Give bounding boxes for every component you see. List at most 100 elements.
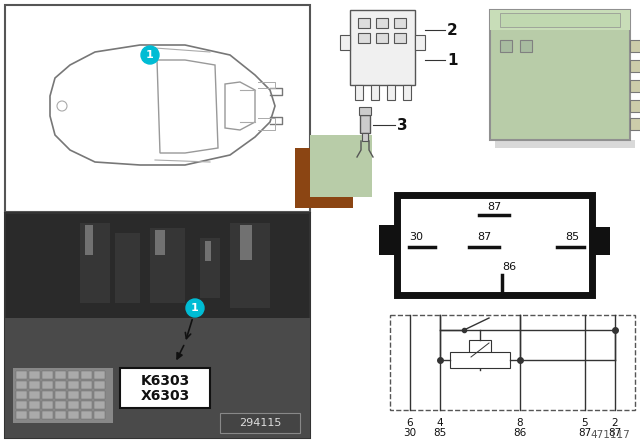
- Text: 294115: 294115: [239, 418, 281, 428]
- Bar: [394, 18, 406, 28]
- Polygon shape: [50, 45, 275, 165]
- Bar: [230, 223, 270, 308]
- Bar: [16, 411, 27, 419]
- Bar: [520, 40, 532, 52]
- Bar: [29, 411, 40, 419]
- Bar: [387, 85, 395, 100]
- Bar: [13, 368, 113, 423]
- Bar: [94, 371, 105, 379]
- Bar: [379, 225, 397, 255]
- Text: 87: 87: [477, 232, 491, 242]
- Bar: [42, 381, 53, 389]
- Bar: [340, 35, 350, 50]
- Bar: [16, 391, 27, 399]
- Bar: [397, 195, 592, 295]
- Text: 2: 2: [612, 418, 618, 428]
- Bar: [29, 371, 40, 379]
- Bar: [358, 33, 370, 43]
- Text: 3: 3: [397, 117, 408, 133]
- Bar: [16, 401, 27, 409]
- Bar: [155, 230, 165, 255]
- Bar: [81, 371, 92, 379]
- Bar: [81, 381, 92, 389]
- Bar: [42, 401, 53, 409]
- Bar: [355, 85, 363, 100]
- Bar: [68, 401, 79, 409]
- Bar: [490, 10, 630, 140]
- Bar: [469, 340, 491, 360]
- Bar: [350, 10, 415, 85]
- Bar: [359, 107, 371, 115]
- Bar: [240, 225, 252, 260]
- Bar: [500, 40, 512, 52]
- Bar: [42, 411, 53, 419]
- Bar: [81, 401, 92, 409]
- Bar: [94, 401, 105, 409]
- Bar: [68, 391, 79, 399]
- Bar: [42, 371, 53, 379]
- Bar: [5, 5, 310, 212]
- Text: 6: 6: [406, 418, 413, 428]
- Bar: [80, 223, 110, 303]
- Bar: [376, 33, 388, 43]
- Bar: [94, 391, 105, 399]
- Bar: [376, 18, 388, 28]
- Polygon shape: [225, 82, 255, 130]
- Text: 1: 1: [146, 50, 154, 60]
- Bar: [358, 18, 370, 28]
- Bar: [592, 227, 610, 255]
- Bar: [115, 233, 140, 303]
- Bar: [55, 371, 66, 379]
- Text: 4: 4: [436, 418, 444, 428]
- Text: 86: 86: [513, 428, 527, 438]
- Bar: [81, 411, 92, 419]
- Bar: [16, 381, 27, 389]
- Bar: [5, 318, 310, 438]
- Bar: [490, 10, 630, 30]
- Bar: [362, 133, 368, 141]
- Bar: [42, 391, 53, 399]
- Bar: [500, 13, 620, 27]
- Bar: [29, 381, 40, 389]
- Bar: [68, 411, 79, 419]
- Text: K6303: K6303: [140, 374, 189, 388]
- Bar: [94, 381, 105, 389]
- Bar: [394, 33, 406, 43]
- Bar: [81, 391, 92, 399]
- Polygon shape: [157, 60, 218, 153]
- Text: 471117: 471117: [590, 430, 630, 440]
- Bar: [29, 391, 40, 399]
- Bar: [205, 241, 211, 261]
- Bar: [55, 391, 66, 399]
- Bar: [120, 368, 210, 408]
- Bar: [310, 135, 372, 197]
- Text: 30: 30: [409, 232, 423, 242]
- Bar: [55, 411, 66, 419]
- Bar: [295, 148, 353, 208]
- Bar: [85, 225, 93, 255]
- Bar: [16, 371, 27, 379]
- Bar: [68, 381, 79, 389]
- Bar: [55, 381, 66, 389]
- Bar: [220, 413, 300, 433]
- Bar: [29, 401, 40, 409]
- Text: 1: 1: [447, 52, 458, 68]
- Bar: [68, 371, 79, 379]
- Bar: [390, 315, 635, 410]
- Text: X6303: X6303: [140, 389, 189, 403]
- Text: 86: 86: [502, 262, 516, 272]
- Bar: [630, 100, 640, 112]
- Bar: [150, 228, 185, 303]
- Text: 87: 87: [487, 202, 501, 212]
- Text: 87: 87: [609, 428, 621, 438]
- Bar: [415, 35, 425, 50]
- Bar: [94, 411, 105, 419]
- Circle shape: [186, 299, 204, 317]
- Text: 85: 85: [433, 428, 447, 438]
- Bar: [403, 85, 411, 100]
- Bar: [371, 85, 379, 100]
- Text: 5: 5: [582, 418, 588, 428]
- Bar: [630, 118, 640, 130]
- Bar: [630, 60, 640, 72]
- Circle shape: [141, 46, 159, 64]
